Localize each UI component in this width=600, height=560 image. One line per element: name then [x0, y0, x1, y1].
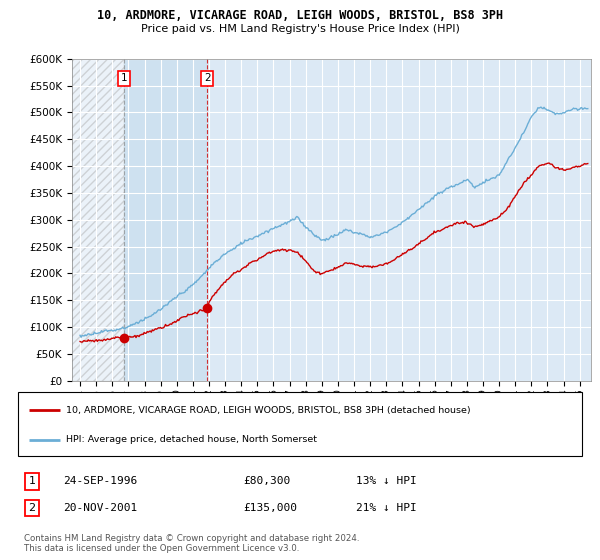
Text: 10, ARDMORE, VICARAGE ROAD, LEIGH WOODS, BRISTOL, BS8 3PH: 10, ARDMORE, VICARAGE ROAD, LEIGH WOODS,…	[97, 9, 503, 22]
Text: £135,000: £135,000	[244, 503, 298, 513]
Text: £80,300: £80,300	[244, 477, 291, 487]
Text: 1: 1	[121, 73, 127, 83]
Text: 20-NOV-2001: 20-NOV-2001	[63, 503, 137, 513]
Text: 10, ARDMORE, VICARAGE ROAD, LEIGH WOODS, BRISTOL, BS8 3PH (detached house): 10, ARDMORE, VICARAGE ROAD, LEIGH WOODS,…	[66, 405, 470, 414]
Text: Price paid vs. HM Land Registry's House Price Index (HPI): Price paid vs. HM Land Registry's House …	[140, 24, 460, 34]
Bar	[72, 59, 124, 381]
Bar	[124, 59, 208, 381]
Text: 13% ↓ HPI: 13% ↓ HPI	[356, 477, 417, 487]
Text: 2: 2	[29, 503, 35, 513]
Text: Contains HM Land Registry data © Crown copyright and database right 2024.
This d: Contains HM Land Registry data © Crown c…	[23, 534, 359, 553]
Text: HPI: Average price, detached house, North Somerset: HPI: Average price, detached house, Nort…	[66, 435, 317, 444]
Text: 21% ↓ HPI: 21% ↓ HPI	[356, 503, 417, 513]
Text: 2: 2	[204, 73, 211, 83]
Text: 24-SEP-1996: 24-SEP-1996	[63, 477, 137, 487]
FancyBboxPatch shape	[18, 392, 582, 456]
Text: 1: 1	[29, 477, 35, 487]
